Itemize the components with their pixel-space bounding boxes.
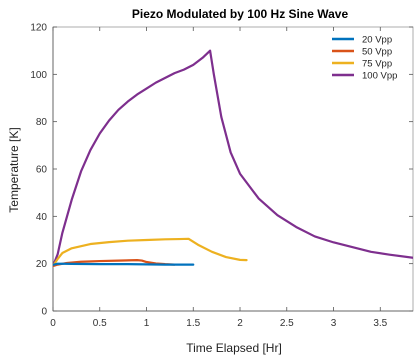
series-line-20-vpp [53,262,195,266]
x-axis-label: Time Elapsed [Hr] [186,341,282,355]
plot-area [52,26,414,312]
x-tick-label: 0 [50,318,56,329]
x-tick-label: 0.5 [93,318,107,329]
plot-series [53,49,413,268]
x-tick-label: 2.5 [280,318,294,329]
y-tick-label: 80 [36,117,48,128]
legend-label-100-vpp: 100 Vpp [362,71,397,82]
x-tick-label: 1.5 [186,318,200,329]
series-line-100-vpp [53,49,413,268]
plot-axes: 0 0.5 1 1.5 2 2.5 3 3.5 0 20 40 60 80 100 120 [30,23,414,329]
legend-label-50-vpp: 50 Vpp [362,47,392,58]
legend-label-20-vpp: 20 Vpp [362,35,392,46]
series-line-75-vpp [53,237,248,268]
y-tick-label: 20 [36,259,48,270]
y-tick-label: 60 [36,165,48,176]
y-axis-label: Temperature [K] [7,127,21,212]
y-tick-label: 100 [30,70,47,81]
y-tick-label: 0 [41,307,47,318]
legend-label-75-vpp: 75 Vpp [362,59,392,70]
chart-title: Piezo Modulated by 100 Hz Sine Wave [132,7,349,21]
y-tick-label: 120 [30,23,47,34]
y-tick-label: 40 [36,212,48,223]
x-tick-label: 3 [331,318,337,329]
x-tick-label: 1 [144,318,150,329]
x-tick-label: 2 [237,318,243,329]
x-tick-label: 3.5 [373,318,387,329]
